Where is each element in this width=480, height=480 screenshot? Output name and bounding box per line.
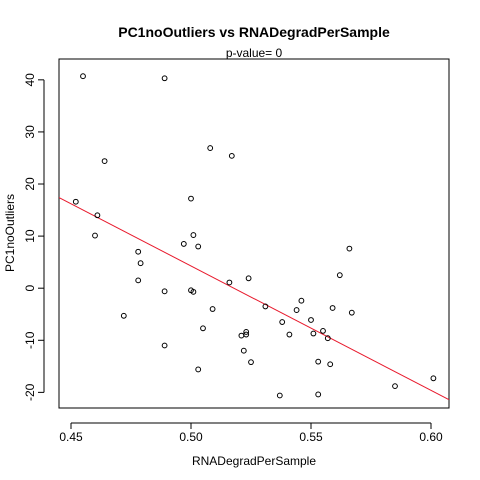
data-point — [327, 361, 334, 368]
data-point — [293, 307, 300, 313]
data-point — [195, 243, 202, 250]
data-point — [161, 342, 168, 349]
y-tick-label: 40 — [23, 73, 37, 87]
data-point — [226, 279, 233, 286]
data-point — [161, 75, 168, 82]
data-point — [135, 248, 142, 255]
data-point — [72, 198, 79, 205]
y-tick-label: 0 — [23, 285, 37, 292]
data-point — [209, 306, 216, 312]
data-point — [310, 330, 317, 337]
data-point — [238, 332, 245, 339]
x-tick-label: 0.50 — [179, 430, 203, 444]
data-point — [190, 288, 197, 295]
data-point — [135, 277, 142, 284]
data-point — [329, 305, 336, 311]
y-tick-label: 20 — [23, 177, 37, 191]
x-tick-label: 0.55 — [299, 430, 323, 444]
data-point — [137, 260, 144, 267]
data-point — [324, 335, 331, 342]
plot-area: 0.45 0.50 0.55 0.60 -20 -10 0 10 20 30 40 — [23, 58, 450, 444]
data-point — [336, 272, 343, 279]
data-point — [195, 366, 202, 373]
data-point — [276, 392, 283, 399]
data-point — [120, 312, 127, 319]
y-axis-label: PC1noOutliers — [3, 194, 17, 272]
data-point — [92, 232, 98, 239]
data-point — [80, 73, 86, 80]
data-point — [200, 325, 206, 332]
data-point — [243, 329, 250, 335]
data-point — [161, 288, 168, 295]
data-point — [430, 375, 437, 382]
data-point — [348, 309, 355, 316]
x-tick-label: 0.45 — [59, 430, 83, 444]
data-point — [188, 195, 194, 202]
plot-frame — [58, 58, 450, 409]
data-point — [245, 275, 252, 282]
data-point — [101, 158, 108, 164]
data-point — [286, 331, 293, 338]
data-point — [207, 145, 214, 151]
data-point — [180, 241, 187, 247]
data-point — [308, 317, 314, 323]
data-point — [262, 303, 269, 310]
y-tick-label: -20 — [23, 383, 37, 401]
chart-subtitle: p-value= 0 — [226, 46, 283, 60]
regression-line — [59, 197, 449, 401]
chart-title: PC1noOutliers vs RNADegradPerSample — [118, 24, 390, 40]
data-point — [228, 152, 235, 159]
data-point — [248, 359, 254, 366]
data-point — [279, 319, 286, 325]
data-point — [94, 212, 101, 219]
y-tick-label: 30 — [23, 125, 37, 139]
data-point — [392, 383, 398, 390]
data-point — [298, 297, 305, 304]
x-axis-label: RNADegradPerSample — [192, 454, 316, 468]
data-point — [315, 391, 322, 398]
data-point — [190, 232, 197, 238]
data-point — [240, 347, 247, 354]
y-tick-label: 10 — [23, 229, 37, 243]
data-point — [315, 358, 322, 365]
y-tick-label: -10 — [23, 331, 37, 349]
x-tick-label: 0.60 — [419, 430, 443, 444]
data-point — [320, 328, 326, 334]
data-point — [346, 245, 353, 252]
